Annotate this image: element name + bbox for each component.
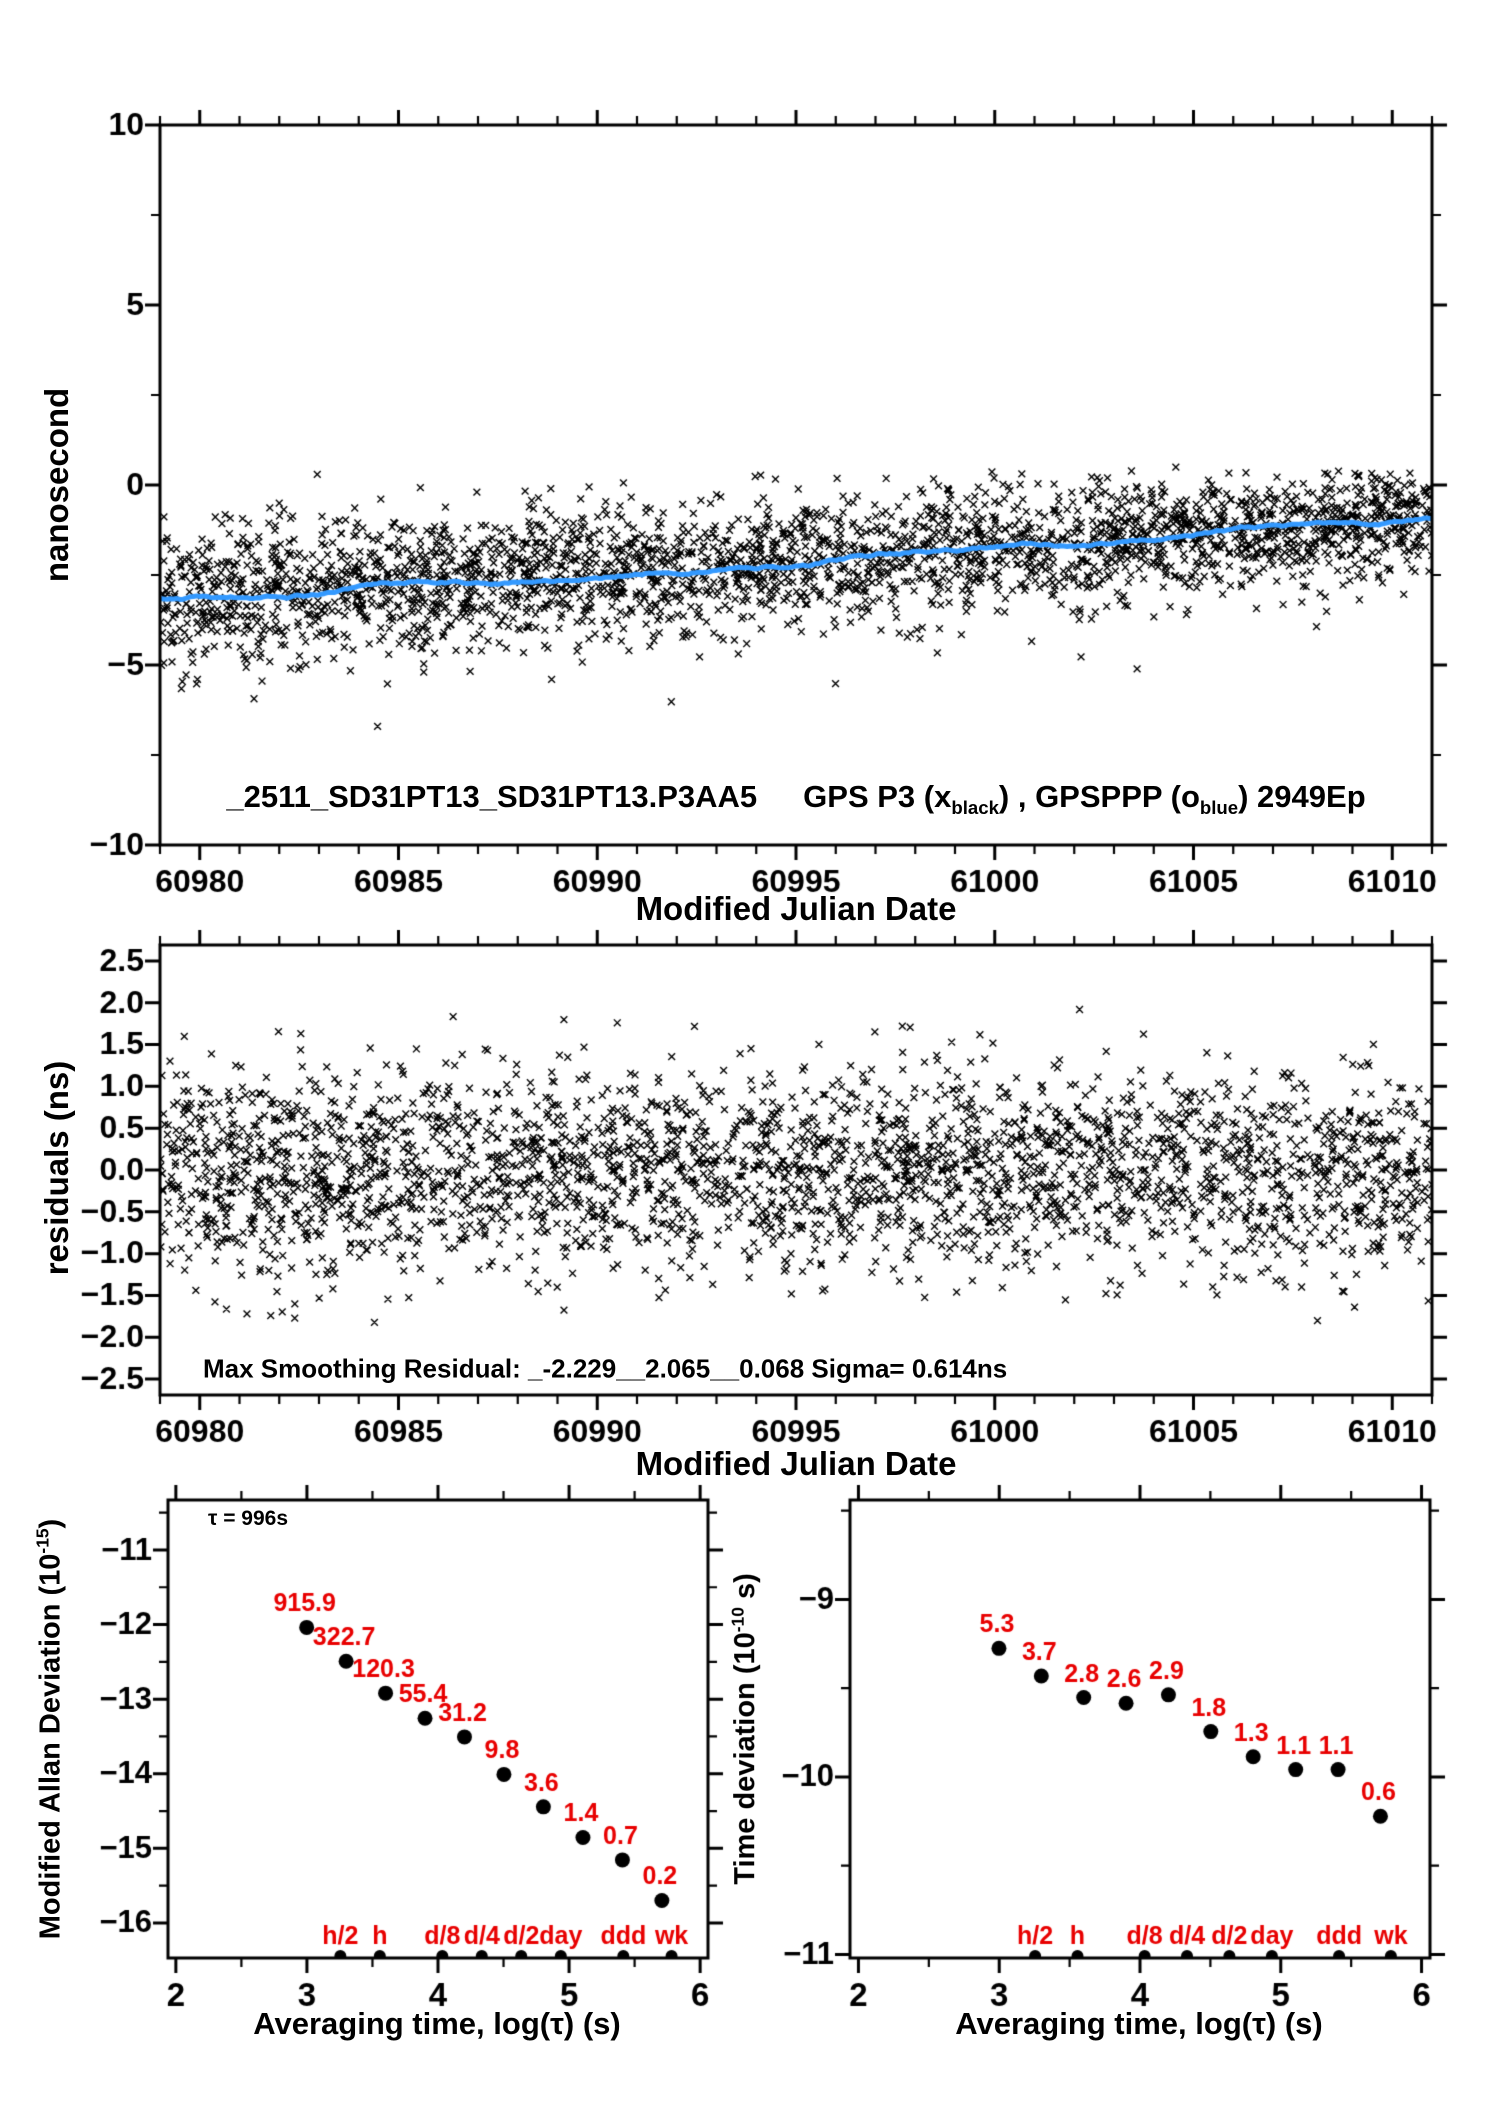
mdev-panel-ylabel: Modified Allan Deviation (10-15) (33, 1519, 68, 1939)
tdev-panel-xlabel: Averaging time, log(τ) (s) (955, 2006, 1323, 2041)
mdev-ylabel-close: ) (34, 1518, 67, 1529)
max-smoothing-residual-annotation: Max Smoothing Residual: _-2.229__2.065__… (203, 1353, 1008, 1384)
dataset-filename: _2511_SD31PT13_SD31PT13.P3AA5 (226, 778, 758, 814)
top-panel-xlabel: Modified Julian Date (635, 890, 957, 927)
tdev-panel-ylabel: Time deviation (10-10 s) (728, 1573, 763, 1884)
residuals-panel-ylabel: residuals (ns) (38, 1060, 75, 1276)
marker-blue-subscript: blue (1199, 797, 1239, 819)
top-panel-ylabel: nanosecond (38, 387, 75, 583)
gps-p3-label: GPS P3 (x (803, 778, 952, 814)
residuals-panel-xlabel: Modified Julian Date (635, 1445, 957, 1482)
gpsppp-label: ) , GPSPPP (o (998, 778, 1200, 814)
marker-black-subscript: black (951, 797, 999, 819)
epoch-count-label: ) 2949Ep (1238, 778, 1366, 814)
tau-annotation: τ = 996s (208, 1507, 289, 1530)
tdev-ylabel-text: Time deviation (10 (729, 1632, 762, 1885)
top-panel-title: _2511_SD31PT13_SD31PT13.P3AA5 GPS P3 (xbl… (226, 779, 1365, 819)
mdev-ylabel-text: Modified Allan Deviation (10 (34, 1553, 67, 1940)
tdev-ylabel-exponent: -10 (727, 1607, 748, 1633)
mdev-panel-xlabel: Averaging time, log(τ) (s) (253, 2006, 621, 2041)
mdev-ylabel-exponent: -15 (32, 1528, 53, 1554)
tdev-ylabel-close: s) (729, 1573, 762, 1608)
